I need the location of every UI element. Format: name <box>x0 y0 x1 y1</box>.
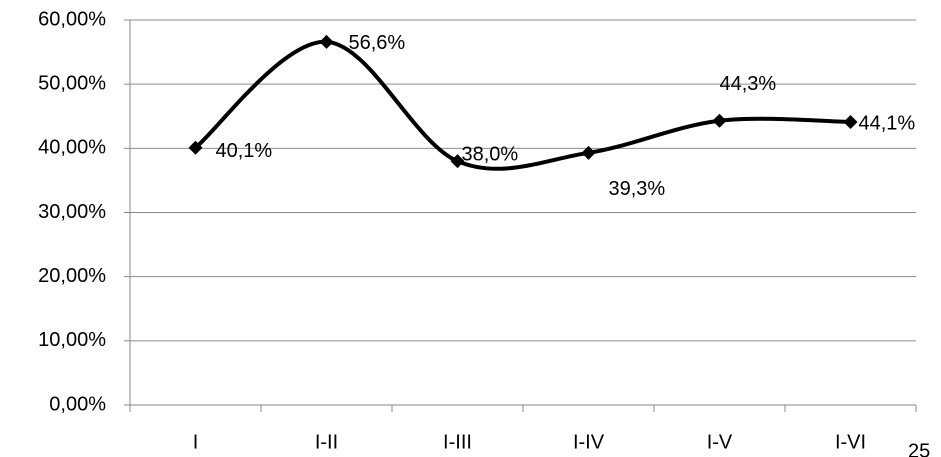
data-label: 40,1% <box>216 140 273 162</box>
marker <box>319 34 334 49</box>
y-tick-label: 50,00% <box>38 72 106 94</box>
data-label: 38,0% <box>462 143 519 165</box>
data-label: 56,6% <box>349 32 406 54</box>
marker <box>843 115 858 130</box>
x-tick-label: I-II <box>315 431 338 453</box>
y-tick-label: 60,00% <box>38 8 106 30</box>
x-tick-label: I-V <box>707 431 733 453</box>
x-tick-label: I <box>193 431 199 453</box>
marker <box>188 140 203 155</box>
data-label: 39,3% <box>609 178 666 200</box>
y-tick-label: 10,00% <box>38 329 106 351</box>
x-tick-label: I-IV <box>573 431 605 453</box>
series-line <box>194 39 851 171</box>
data-label: 44,3% <box>720 73 777 95</box>
x-tick-label: I-VI <box>835 431 866 453</box>
x-tick-label: I-III <box>443 431 472 453</box>
data-label: 44,1% <box>859 112 916 134</box>
y-tick-label: 40,00% <box>38 137 106 159</box>
marker <box>581 145 596 160</box>
marker <box>450 154 465 169</box>
y-tick-label: 0,00% <box>49 393 106 415</box>
page-number: 25 <box>908 440 930 457</box>
y-tick-label: 20,00% <box>38 265 106 287</box>
y-tick-label: 30,00% <box>38 201 106 223</box>
marker <box>712 113 727 128</box>
